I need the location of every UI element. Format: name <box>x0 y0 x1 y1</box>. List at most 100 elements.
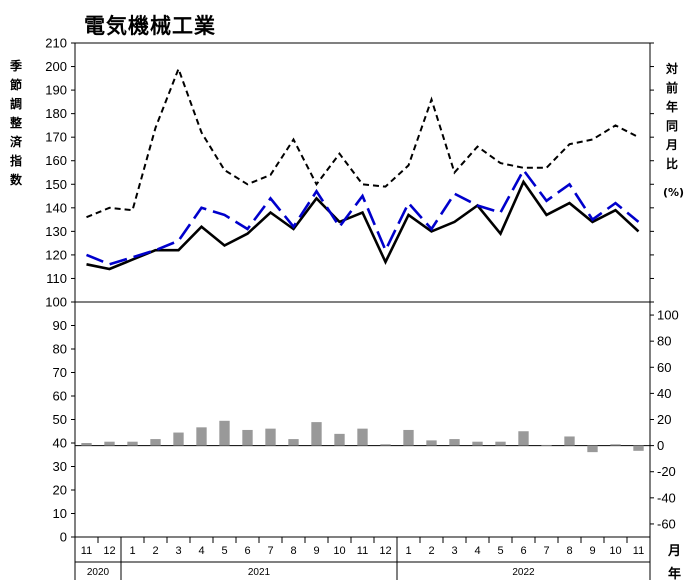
right-tick-label: -40 <box>657 490 676 505</box>
left-tick-label: 60 <box>53 389 67 404</box>
left-tick-label: 170 <box>45 130 67 145</box>
left-tick-label: 210 <box>45 36 67 51</box>
left-tick-label: 110 <box>46 271 67 286</box>
left-tick-label: 80 <box>53 342 67 357</box>
left-tick-label: 140 <box>45 200 67 215</box>
plot-frame <box>74 42 651 538</box>
right-tick-label: 80 <box>657 334 671 349</box>
yoy-bar <box>127 441 138 446</box>
yoy-bar <box>311 422 322 446</box>
chart-title: 電気機械工業 <box>84 14 216 38</box>
yoy-bar <box>242 429 253 446</box>
yoy-bar <box>449 439 460 446</box>
yoy-bar <box>633 445 644 451</box>
month-label: 4 <box>474 545 480 557</box>
month-label: 11 <box>633 545 644 557</box>
month-label: 3 <box>175 545 181 557</box>
right-axis-label: 対前年同月比 <box>665 62 678 171</box>
month-label: 5 <box>497 545 503 557</box>
month-label: 12 <box>103 545 115 557</box>
month-label: 3 <box>451 545 457 557</box>
right-tick-label: -20 <box>657 464 676 479</box>
left-tick-label: 200 <box>45 59 67 74</box>
month-label: 7 <box>267 545 273 557</box>
month-label: 8 <box>566 545 572 557</box>
yoy-bar <box>288 439 299 446</box>
month-label: 1 <box>405 545 411 557</box>
left-tick-label: 40 <box>53 436 67 451</box>
left-tick-label: 50 <box>53 412 67 427</box>
left-tick-label: 90 <box>53 318 67 333</box>
yoy-bar <box>150 439 161 446</box>
index-line-long-dash <box>86 167 640 266</box>
yoy-bar <box>564 436 575 446</box>
month-label: 1 <box>129 545 135 557</box>
month-label: 2 <box>428 545 434 557</box>
right-tick-label: 40 <box>657 386 671 401</box>
year-axis-label: 年 <box>668 567 682 582</box>
yoy-bar <box>472 441 483 446</box>
month-label: 10 <box>333 545 345 557</box>
yoy-bar <box>403 429 414 446</box>
left-tick-label: 20 <box>53 483 67 498</box>
month-label: 4 <box>198 545 204 557</box>
yoy-bar <box>265 428 276 446</box>
yoy-bar <box>518 431 529 446</box>
left-tick-label: 70 <box>53 365 67 380</box>
year-label: 2021 <box>248 567 271 578</box>
yoy-bar <box>610 444 621 446</box>
month-label: 11 <box>357 545 368 557</box>
right-tick-label: 100 <box>657 308 679 323</box>
yoy-bar <box>587 445 598 453</box>
right-tick-label: 20 <box>657 412 671 427</box>
left-tick-label: 30 <box>53 459 67 474</box>
yoy-bar <box>196 427 207 446</box>
yoy-bar <box>495 441 506 446</box>
right-tick-label: 60 <box>657 360 671 375</box>
year-label: 2022 <box>512 567 535 578</box>
year-label: 2020 <box>87 567 110 578</box>
left-tick-label: 100 <box>45 295 67 310</box>
index-lines <box>86 66 640 271</box>
month-label: 5 <box>221 545 227 557</box>
left-tick-label: 150 <box>45 177 67 192</box>
right-axis-unit: (%) <box>663 186 684 199</box>
yoy-bar <box>219 420 230 446</box>
month-label: 6 <box>520 545 526 557</box>
left-axis-label: 季節調整済指数 <box>9 59 22 187</box>
month-axis-label: 月 <box>668 544 682 559</box>
month-label: 2 <box>152 545 158 557</box>
month-label: 8 <box>290 545 296 557</box>
yoy-bar <box>380 444 391 446</box>
yoy-bar <box>81 443 92 446</box>
month-label: 9 <box>313 545 319 557</box>
left-axis: 100 110 120 130 140 150 160 170 180 190 200 210 0 10 2… <box>45 36 75 545</box>
month-label: 6 <box>244 545 250 557</box>
right-tick-label: 0 <box>657 438 664 453</box>
yoy-bar <box>173 432 184 446</box>
yoy-bar <box>357 428 368 446</box>
left-tick-label: 0 <box>60 530 67 545</box>
left-tick-label: 160 <box>45 153 67 168</box>
yoy-bars <box>81 420 644 453</box>
month-label: 11 <box>81 545 92 557</box>
yoy-bar <box>541 444 552 446</box>
left-tick-label: 10 <box>53 506 67 521</box>
left-tick-label: 190 <box>45 83 67 98</box>
plot-border <box>74 42 651 538</box>
month-label: 7 <box>543 545 549 557</box>
month-label: 9 <box>589 545 595 557</box>
left-tick-label: 130 <box>45 224 67 239</box>
left-tick-label: 120 <box>45 247 67 262</box>
yoy-bar <box>104 441 115 446</box>
right-tick-label: -60 <box>657 516 676 531</box>
month-label: 12 <box>379 545 391 557</box>
month-label: 10 <box>609 545 621 557</box>
index-line-solid <box>86 179 640 271</box>
yoy-bar <box>426 440 437 446</box>
right-axis: -60 -40 -20 0 20 40 60 80 100 <box>650 42 679 531</box>
yoy-bar <box>334 433 345 446</box>
left-tick-label: 180 <box>45 106 67 121</box>
